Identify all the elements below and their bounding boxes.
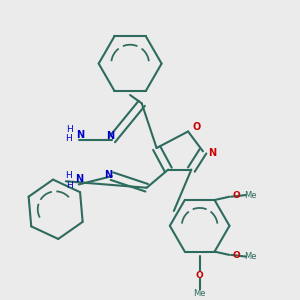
Text: H: H xyxy=(67,125,73,134)
Text: N: N xyxy=(106,131,114,141)
Text: H: H xyxy=(65,171,72,180)
Text: N: N xyxy=(75,175,83,184)
Text: N: N xyxy=(208,148,216,158)
Text: H: H xyxy=(66,181,73,190)
Text: Me: Me xyxy=(194,289,206,298)
Text: Me: Me xyxy=(244,190,256,200)
Text: O: O xyxy=(232,191,240,200)
Text: H: H xyxy=(65,134,72,142)
Text: N: N xyxy=(105,169,113,179)
Text: N: N xyxy=(76,130,84,140)
Text: O: O xyxy=(232,251,240,260)
Text: Me: Me xyxy=(244,252,256,261)
Text: O: O xyxy=(192,122,200,132)
Text: O: O xyxy=(196,271,203,280)
